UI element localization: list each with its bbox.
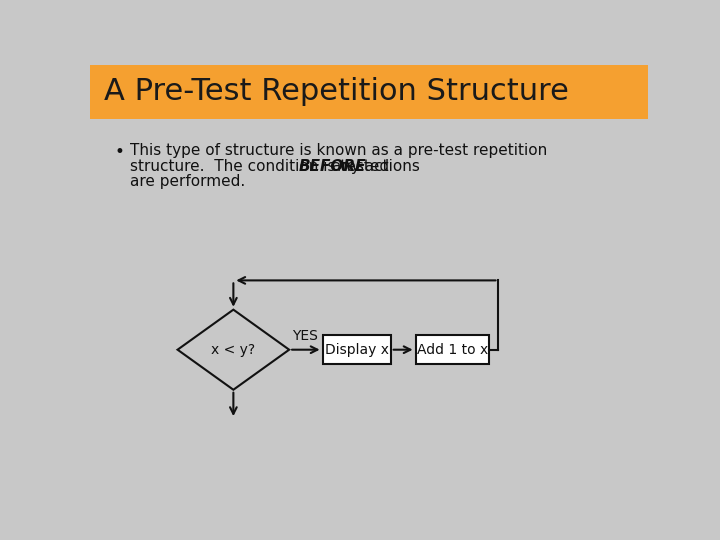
Text: BEFORE: BEFORE xyxy=(299,159,366,174)
Text: Display x: Display x xyxy=(325,343,389,357)
Text: structure.  The condition is tested: structure. The condition is tested xyxy=(130,159,395,174)
Text: A Pre-Test Repetition Structure: A Pre-Test Repetition Structure xyxy=(104,77,569,106)
Text: are performed.: are performed. xyxy=(130,174,246,189)
Text: This type of structure is known as a pre-test repetition: This type of structure is known as a pre… xyxy=(130,143,547,158)
Text: Add 1 to x: Add 1 to x xyxy=(417,343,488,357)
Text: x < y?: x < y? xyxy=(211,343,256,357)
Text: •: • xyxy=(114,143,125,161)
Text: any actions: any actions xyxy=(327,159,420,174)
Bar xyxy=(415,335,489,365)
Bar xyxy=(323,335,391,365)
Bar xyxy=(90,65,648,119)
Text: YES: YES xyxy=(292,329,318,343)
